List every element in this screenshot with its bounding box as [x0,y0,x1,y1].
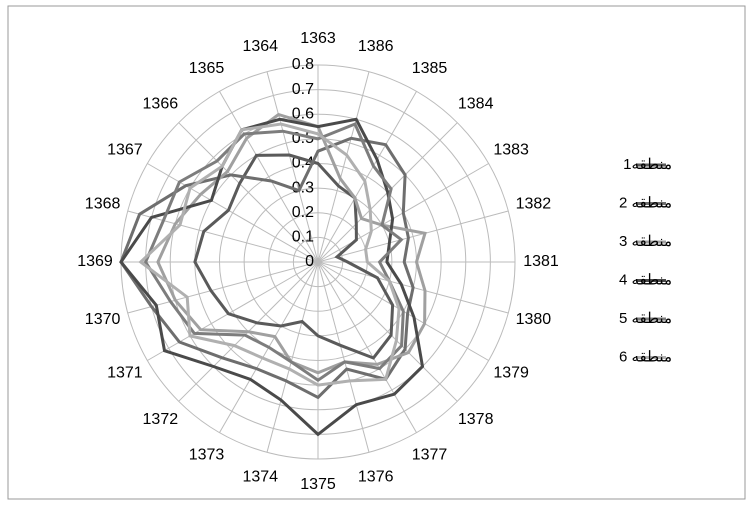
category-label: 1379 [493,365,529,382]
category-label: 1368 [85,196,121,213]
r-tick-label: 0.8 [292,56,314,73]
category-label: 1386 [358,38,394,55]
spoke [317,261,417,433]
category-label: 1374 [242,469,278,486]
category-label: 1369 [77,253,113,270]
r-tick-label: 0 [305,253,314,270]
r-tick-label: 0.6 [292,105,314,122]
category-label: 1384 [458,96,494,113]
spoke [147,163,319,263]
category-label: 1372 [143,411,179,428]
category-label: 1376 [358,469,394,486]
spoke [317,91,417,263]
spoke [317,71,370,263]
legend-label: منطقه 3 [619,233,672,250]
category-label: 1363 [300,30,336,47]
series-line [119,117,425,437]
spoke [147,261,319,361]
r-tick-label: 0.7 [292,81,314,98]
chart-frame [7,5,746,500]
spoke [317,261,458,402]
spoke [266,71,319,263]
category-label: 1371 [107,365,143,382]
spoke [127,210,319,263]
category-label: 1367 [107,142,143,159]
category-label: 1381 [523,253,559,270]
legend-label: منطقه 6 [619,348,672,365]
series-line [138,122,401,387]
category-label: 1366 [143,96,179,113]
spoke [219,91,319,263]
category-label: 1378 [458,411,494,428]
spoke [266,261,319,453]
spoke [317,261,370,453]
category-label: 1380 [516,311,552,328]
legend-label: منطقه 4 [619,271,672,288]
category-label: 1370 [85,311,121,328]
category-label: 1365 [189,60,225,77]
spoke [127,261,319,314]
legend-label: منطقه1 [623,156,672,173]
r-tick-label: 0.3 [292,179,314,196]
category-label: 1385 [412,60,448,77]
r-tick-label: 0.2 [292,204,314,221]
category-label: 1377 [412,446,448,463]
series-line [119,136,415,400]
category-label: 1373 [189,446,225,463]
spoke [178,122,319,263]
spoke [317,210,509,263]
category-label: 1382 [516,196,552,213]
legend-label: منطقه 2 [619,194,672,211]
category-label: 1364 [242,38,278,55]
series-line [143,122,405,383]
r-tick-label: 0.1 [292,229,314,246]
legend-label: منطقه 5 [619,310,672,327]
category-label: 1375 [300,476,336,493]
category-label: 1383 [493,142,529,159]
series-line [193,153,395,360]
